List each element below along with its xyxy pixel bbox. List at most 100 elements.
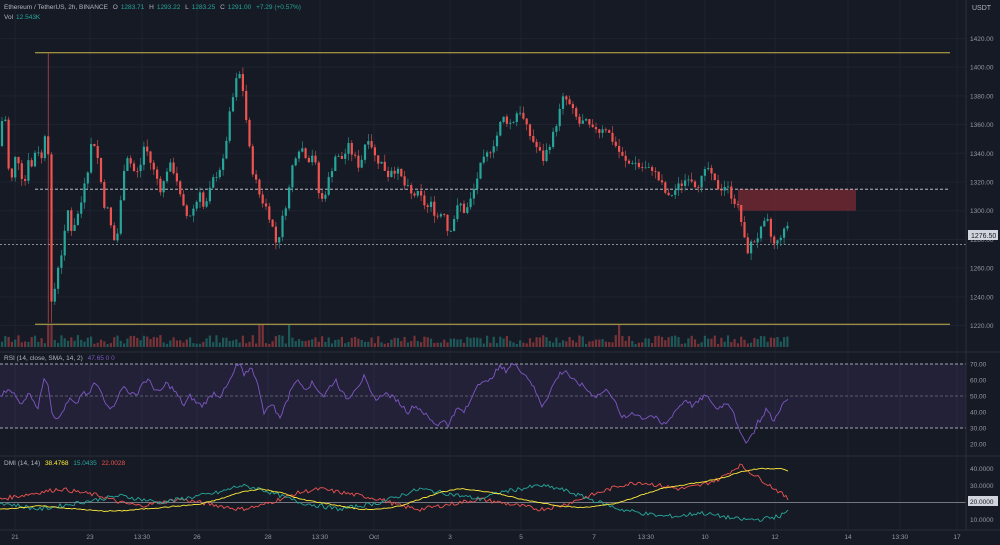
candle-body [453,219,456,231]
volume-bar [76,335,79,347]
candle-body [370,141,373,148]
volume-bar [736,343,739,347]
candle-body [703,169,706,176]
candle-body [548,146,551,150]
candle-body [528,124,532,137]
candle-body [63,230,66,256]
volume-bar [192,343,195,347]
volume-bar [363,341,367,347]
time-tick-label: 13:30 [638,534,655,541]
candle-body [7,119,10,169]
candle-body [740,204,743,223]
candle-body [571,104,574,109]
volume-bar [139,340,142,347]
dmi-legend[interactable]: DMI (14, 14) 38.4768 15.0435 22.0028 [4,460,128,467]
volume-bar [763,336,766,347]
volume-bar [555,337,558,347]
volume-bar [357,338,360,347]
price-panel[interactable] [0,52,966,347]
ohlc-low-label: L [185,4,189,11]
volume-bar [717,343,720,347]
current-price-badge [968,230,998,240]
dmi-axis[interactable]: 40.0000 30.0000 10.0000 [970,466,994,524]
price-axis[interactable]: 1420.00 1400.00 1380.00 1360.00 1340.00 1320.… [970,36,994,330]
volume-bar [66,340,70,347]
volume-bar [330,343,334,347]
volume-bar [538,337,541,347]
volume-bar [40,338,43,347]
candle-body [330,171,334,178]
candle-body [162,181,165,193]
candle-body [756,238,759,243]
volume-bar [403,337,406,347]
candle-body [512,122,515,123]
candle-body [561,96,565,109]
volume-bar [152,336,155,347]
rsi-axis[interactable]: 70.00 60.00 50.00 40.00 30.00 20.00 [970,362,987,449]
candle-body [321,193,324,199]
candle-body [687,179,690,181]
candle-body [776,240,779,244]
volume-bar [733,339,736,347]
candle-body [786,225,789,229]
volume-bar [578,335,581,347]
time-axis[interactable]: 21 23 13:30 26 28 13:30 Oct 3 5 7 13:30 10 12 14 13:30… [11,534,961,541]
volume-bar [212,342,215,347]
candle-body [284,208,287,216]
candle-body [618,145,621,152]
candle-body [680,183,683,186]
candle-body [519,112,522,114]
candle-body [80,202,83,214]
candle-body [261,194,264,204]
candle-body [413,193,416,196]
candle-body [674,190,677,195]
candle-body [30,160,33,167]
plus-di-value: 15.0435 [73,460,97,467]
candle-body [363,144,367,160]
candle-body [598,129,601,133]
dmi-panel[interactable] [0,463,966,523]
volume-bar [396,338,400,347]
symbol-title[interactable]: Ethereum / TetherUS, 2h, BINANCE [4,4,108,11]
candle-body [393,170,396,174]
symbol-legend[interactable]: Ethereum / TetherUS, 2h, BINANCE O 1283.7… [4,4,304,11]
rsi-legend[interactable]: RSI (14, close, SMA, 14, 2) 47.65 0 0 [4,355,118,362]
volume-bar [113,337,116,347]
candle-body [677,183,680,191]
candle-body [420,190,423,196]
volume-bar [172,337,175,347]
volume-bar [565,341,568,347]
time-tick-label: 23 [86,534,94,541]
candle-body [218,169,221,178]
volume-legend[interactable]: Vol 12.543K [4,14,43,21]
time-tick-label: 28 [264,534,272,541]
candle-body [377,155,380,164]
candle-body [769,218,772,237]
volume-bar [601,339,604,347]
rsi-panel[interactable] [0,362,966,444]
volume-bar [783,337,786,347]
candle-body [255,174,258,180]
volume-bar [350,337,353,347]
volume-bar [162,342,165,347]
candle-body [387,170,390,177]
candle-body [502,116,505,123]
candle-body [357,155,360,168]
candle-body [720,189,723,191]
candle-body [601,129,604,133]
candle-body [208,187,211,202]
candle-body [403,176,406,186]
volume-bar [476,337,479,347]
volume-bar [129,335,132,347]
candle-body [515,113,518,123]
candle-body [215,177,218,178]
ohlc-high-label: H [149,4,154,11]
volume-bar [479,338,482,347]
candle-body [47,136,50,155]
rsi-tick-label: 60.00 [970,378,987,385]
current-price-label: 1276.50 [971,233,996,240]
candle-body [505,116,508,124]
volume-bar [482,343,485,347]
candle-body [175,173,178,182]
